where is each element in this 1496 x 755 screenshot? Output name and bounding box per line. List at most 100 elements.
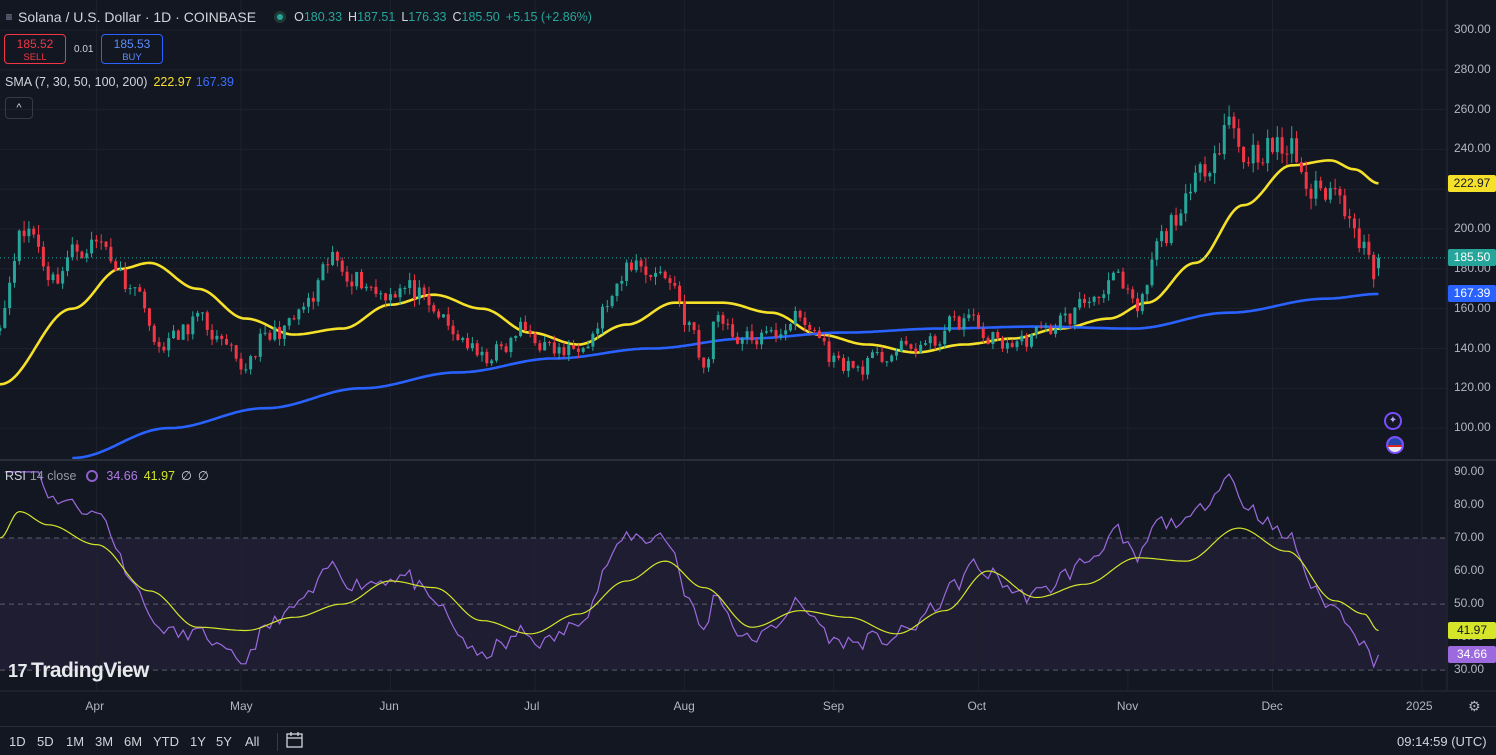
- range-button-1m[interactable]: 1M: [66, 734, 85, 749]
- candle-body: [345, 271, 349, 282]
- candle-body: [702, 357, 706, 368]
- candle-body: [446, 314, 450, 326]
- candle-body: [1237, 128, 1241, 147]
- candle-body: [1039, 326, 1043, 328]
- range-button-1y[interactable]: 1Y: [190, 734, 206, 749]
- candle-body: [1020, 335, 1024, 342]
- candle-body: [991, 331, 995, 345]
- rsi-tick-label: 80.00: [1454, 496, 1485, 511]
- candle-body: [461, 338, 465, 340]
- candle-body: [12, 260, 16, 283]
- candle-body: [788, 324, 792, 331]
- range-button-5y[interactable]: 5Y: [216, 734, 232, 749]
- candle-body: [427, 294, 431, 306]
- sma-yellow-line: [0, 159, 1379, 386]
- candle-body: [716, 315, 720, 322]
- candle-body: [292, 318, 296, 320]
- candle-body: [1227, 116, 1231, 126]
- tradingview-logo[interactable]: 17 TradingView: [8, 659, 149, 683]
- candle-body: [832, 355, 836, 362]
- candle-body: [1203, 164, 1207, 177]
- candle-body: [17, 230, 21, 261]
- candle-body: [225, 338, 229, 345]
- range-button-ytd[interactable]: YTD: [153, 734, 179, 749]
- symbol-title[interactable]: Solana / U.S. Dollar · 1D · COINBASE: [18, 9, 257, 25]
- price-tick-label: 200.00: [1454, 221, 1491, 236]
- range-button-5d[interactable]: 5D: [37, 734, 54, 749]
- utc-clock[interactable]: 09:14:59 (UTC): [1397, 734, 1487, 749]
- candle-body: [610, 295, 614, 307]
- candle-body: [813, 329, 817, 331]
- candle-body: [1280, 137, 1284, 154]
- price-tick-label: 100.00: [1454, 420, 1491, 435]
- candle-body: [596, 328, 600, 334]
- candle-body: [422, 287, 426, 295]
- candle-body: [678, 285, 682, 302]
- candle-body: [919, 344, 923, 353]
- candle-body: [572, 345, 576, 349]
- candle-body: [287, 318, 291, 326]
- range-button-3m[interactable]: 3M: [95, 734, 114, 749]
- time-tick-label: Aug: [673, 699, 695, 713]
- loading-icon: [86, 469, 99, 482]
- candle-body: [210, 329, 214, 340]
- candle-body: [755, 340, 759, 345]
- candle-body: [249, 356, 253, 370]
- candle-body: [885, 361, 889, 363]
- candle-body: [904, 340, 908, 345]
- candle-body: [1208, 173, 1212, 177]
- rsi-tick-label: 60.00: [1454, 563, 1485, 578]
- last-price-tag: 185.50: [1448, 249, 1496, 267]
- candle-body: [494, 344, 498, 361]
- price-tick-label: 300.00: [1454, 21, 1491, 36]
- us-flag-event-icon[interactable]: [1386, 436, 1404, 454]
- buy-button[interactable]: 185.53 BUY: [101, 34, 163, 64]
- calendar-goto-icon[interactable]: [285, 731, 305, 749]
- candle-body: [668, 278, 672, 283]
- rsi-legend[interactable]: RSI 14 close 34.66 41.97 ∅ ∅: [5, 468, 209, 484]
- candle-body: [90, 239, 94, 254]
- range-button-1d[interactable]: 1D: [9, 734, 26, 749]
- range-button-6m[interactable]: 6M: [124, 734, 143, 749]
- candle-body: [827, 341, 831, 362]
- candle-body: [1319, 180, 1323, 189]
- time-tick-label: Jul: [524, 699, 540, 713]
- candle-body: [948, 316, 952, 331]
- candle-body: [94, 239, 98, 242]
- candle-body: [138, 287, 142, 292]
- chart-canvas[interactable]: [0, 0, 1496, 726]
- rsi-ma-line: [0, 510, 1379, 635]
- settings-gear-icon[interactable]: ⚙: [1468, 698, 1481, 714]
- menu-icon[interactable]: ≡: [5, 10, 13, 24]
- candle-body: [1328, 188, 1332, 200]
- candle-body: [1295, 138, 1299, 163]
- candle-body: [65, 257, 69, 272]
- candle-body: [547, 342, 551, 344]
- candle-body: [552, 342, 556, 354]
- candle-body: [99, 241, 103, 243]
- candle-body: [740, 338, 744, 344]
- event-sparkle-icon[interactable]: ✦: [1384, 412, 1402, 430]
- candle-body: [735, 336, 739, 344]
- range-button-all[interactable]: All: [245, 734, 260, 749]
- candle-body: [1063, 313, 1067, 316]
- candle-body: [302, 306, 306, 310]
- candle-body: [750, 331, 754, 341]
- candle-body: [581, 348, 585, 352]
- candle-body: [22, 230, 26, 237]
- price-tick-label: 120.00: [1454, 380, 1491, 395]
- candle-body: [731, 324, 735, 337]
- candle-body: [1314, 180, 1318, 199]
- candle-body: [379, 293, 383, 295]
- candle-body: [470, 343, 474, 349]
- price-tick-label: 260.00: [1454, 101, 1491, 116]
- time-tick-label: Sep: [822, 699, 845, 713]
- candle-body: [1126, 288, 1130, 290]
- sma-value-2: 167.39: [195, 75, 234, 89]
- buy-label: BUY: [122, 52, 142, 63]
- candle-body: [1136, 298, 1140, 312]
- collapse-legend-button[interactable]: ^: [5, 97, 33, 119]
- sell-button[interactable]: 185.52 SELL: [4, 34, 66, 64]
- candle-body: [466, 338, 470, 349]
- sma-legend[interactable]: SMA (7, 30, 50, 100, 200) 222.97 167.39: [5, 75, 234, 89]
